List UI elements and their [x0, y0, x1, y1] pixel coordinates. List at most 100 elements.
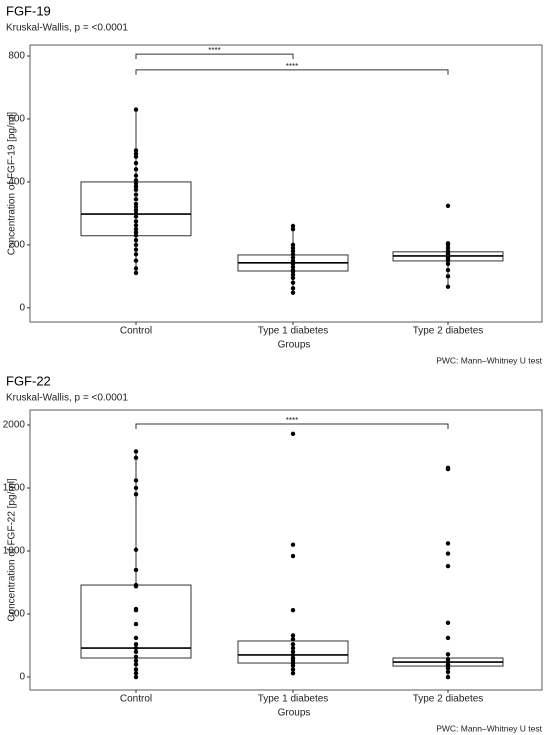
point: [445, 248, 451, 254]
point: [290, 223, 296, 229]
point: [290, 431, 296, 437]
point: [133, 658, 139, 663]
point: [290, 258, 296, 263]
point: [133, 201, 139, 207]
point: [445, 657, 451, 662]
point: [290, 655, 296, 661]
point: [133, 485, 139, 491]
point: [133, 148, 139, 153]
y-tick-label: 0: [19, 302, 25, 313]
plot-border: [29, 409, 543, 691]
point: [133, 258, 139, 263]
point: [445, 465, 451, 471]
point: [133, 649, 139, 655]
chart-subtitle: Kruskal-Wallis, p = <0.0001: [6, 23, 128, 34]
x-tick-label: Type 2 diabetes: [413, 694, 484, 705]
y-tick-label: 1000: [3, 546, 26, 557]
point: [133, 184, 139, 189]
point: [445, 203, 451, 209]
point: [133, 214, 139, 219]
point: [133, 270, 139, 276]
point: [133, 455, 139, 460]
point: [290, 226, 296, 232]
point: [133, 181, 139, 186]
point: [445, 620, 451, 626]
point: [133, 173, 139, 178]
point: [133, 242, 139, 248]
point: [445, 274, 451, 279]
point: [290, 633, 296, 638]
point: [133, 223, 139, 228]
point: [445, 245, 451, 251]
point: [290, 248, 296, 254]
x-axis-label: Groups: [278, 708, 311, 719]
point: [133, 606, 139, 612]
point: [133, 208, 139, 213]
y-tick-label: 400: [8, 177, 25, 188]
point: [445, 261, 451, 266]
x-tick-label: Type 2 diabetes: [413, 326, 484, 337]
point: [133, 492, 139, 497]
point: [133, 197, 139, 202]
point: [445, 674, 451, 680]
point: [290, 652, 296, 658]
x-tick-label: Control: [120, 694, 152, 705]
point: [133, 247, 139, 252]
point: [445, 669, 451, 675]
point: [290, 286, 296, 291]
point: [290, 252, 296, 257]
point: [133, 219, 139, 224]
point: [445, 284, 451, 289]
point: [133, 187, 139, 192]
y-tick-label: 500: [8, 609, 25, 620]
chart-title: FGF-22: [6, 373, 51, 388]
point: [133, 107, 139, 112]
point: [290, 272, 296, 277]
y-axis-label: Concentration of FGF-19 [pg/ml]: [7, 112, 18, 256]
point: [133, 449, 139, 454]
point: [290, 637, 296, 642]
chart-title: FGF-19: [6, 3, 51, 18]
point: [133, 154, 139, 159]
point: [445, 267, 451, 273]
point: [133, 211, 139, 216]
point: [290, 671, 296, 676]
point: [133, 621, 139, 627]
bracket-label: ****: [208, 46, 220, 55]
point: [133, 226, 139, 232]
caption: PWC: Mann–Whitney U test: [436, 355, 542, 365]
point: [133, 478, 139, 483]
point: [290, 255, 296, 260]
bracket: [135, 53, 294, 60]
point: [290, 608, 296, 613]
point: [133, 662, 139, 667]
point: [133, 582, 139, 588]
bracket: [135, 423, 449, 429]
point: [445, 241, 451, 246]
point: [133, 567, 139, 573]
point: [133, 635, 139, 641]
point: [133, 192, 139, 197]
point: [290, 267, 296, 273]
y-tick-label: 1500: [3, 483, 26, 494]
point: [290, 280, 296, 285]
point: [133, 167, 139, 172]
y-tick-label: 200: [8, 240, 25, 251]
point: [133, 151, 139, 156]
point: [133, 204, 139, 210]
point: [290, 264, 296, 270]
point: [133, 266, 139, 271]
x-tick-label: Type 1 diabetes: [258, 694, 329, 705]
point: [290, 649, 296, 655]
x-axis-label: Groups: [278, 340, 311, 351]
point: [133, 674, 139, 680]
y-axis-label: Concentration of FGF-22 [pg/ml]: [7, 478, 18, 622]
point: [290, 553, 296, 559]
x-tick-label: Type 1 diabetes: [258, 326, 329, 337]
bracket-label: ****: [286, 62, 298, 71]
point: [445, 541, 451, 546]
point: [290, 645, 296, 651]
x-tick-label: Control: [120, 326, 152, 337]
y-tick-label: 800: [8, 51, 25, 62]
